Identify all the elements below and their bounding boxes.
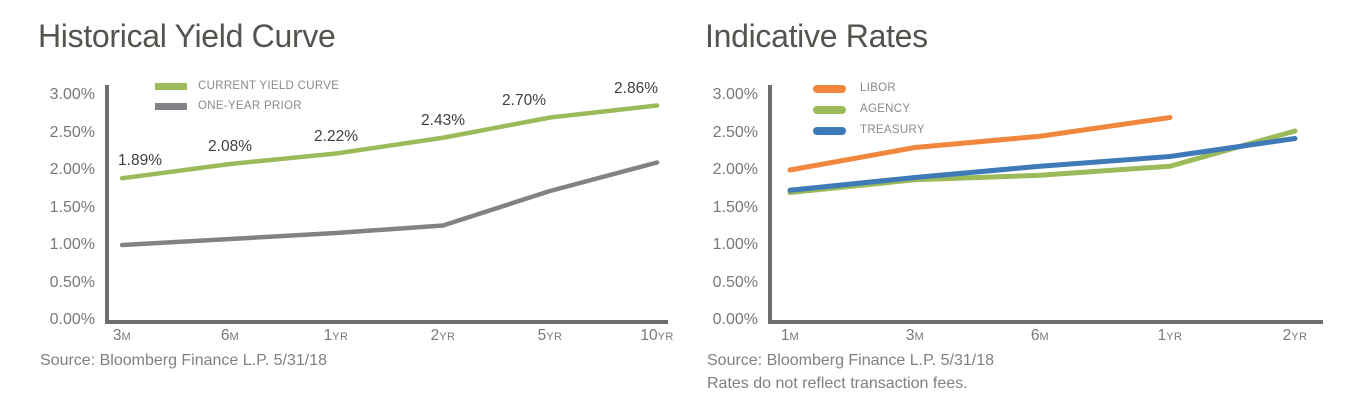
chart-title-indicative-rates: Indicative Rates xyxy=(705,18,928,54)
y-tick-label: 3.00% xyxy=(712,86,758,103)
x-tick-label: 6M xyxy=(221,327,239,345)
x-tick-number: 1 xyxy=(1157,327,1167,344)
footnote: Rates do not reflect transaction fees. xyxy=(707,375,968,392)
series-line-one-year-prior xyxy=(119,160,660,248)
x-axis-line xyxy=(105,320,668,324)
data-point-label: 1.89% xyxy=(118,152,162,170)
y-tick-label: 1.00% xyxy=(49,236,95,253)
line-plot-svg xyxy=(768,85,1323,324)
x-tick-unit: YR xyxy=(1166,331,1183,343)
x-tick-label: 10YR xyxy=(640,327,673,345)
x-tick-unit: YR xyxy=(657,331,674,343)
source-note: Source: Bloomberg Finance L.P. 5/31/18 xyxy=(707,352,994,369)
x-tick-number: 6 xyxy=(220,327,230,344)
y-tick-label: 1.50% xyxy=(712,198,758,216)
x-tick-unit: YR xyxy=(332,331,349,343)
legend-swatch-treasury xyxy=(813,127,846,135)
x-tick-unit: YR xyxy=(1291,331,1308,343)
legend-label-treasury: TREASURY xyxy=(860,124,925,136)
historical-yield-curve-chart: Historical Yield Curve 3.00% 2.50% 2.00% 1.… xyxy=(38,14,698,406)
x-tick-number: 1 xyxy=(780,327,790,344)
legend-swatch-current-yield-curve xyxy=(155,83,187,90)
x-tick-label: 6M xyxy=(1031,327,1049,345)
legend-label-one-year-prior: ONE-YEAR PRIOR xyxy=(198,99,302,112)
x-tick-unit: M xyxy=(229,331,240,343)
data-point-label: 2.70% xyxy=(502,91,546,109)
series-line-libor xyxy=(787,115,1173,173)
y-tick-label: 2.00% xyxy=(49,161,95,178)
x-tick-unit: M xyxy=(789,331,800,343)
legend-swatch-libor xyxy=(813,85,846,93)
y-tick-label: 0.00% xyxy=(49,311,95,328)
indicative-rates-plot-area: 3.00% 2.50% 2.00% 1.50% 1.00% 0.50% 0.00% 1M 3M 6… xyxy=(705,75,1360,344)
x-tick-label: 1YR xyxy=(324,327,349,345)
chart-title-historical-yield-curve: Historical Yield Curve xyxy=(38,18,336,54)
x-axis-line xyxy=(768,320,1323,324)
historical-yield-curve-plot-area: 3.00% 2.50% 2.00% 1.50% 1.00% 0.50% 0.00% 3M 6M 1… xyxy=(38,75,693,345)
x-tick-number: 6 xyxy=(1030,327,1040,344)
series-line-current-yield-curve xyxy=(119,103,660,181)
x-tick-number: 2 xyxy=(1282,327,1292,344)
legend-swatch-agency xyxy=(813,106,846,114)
legend-swatch-one-year-prior xyxy=(155,103,187,110)
x-tick-number: 10 xyxy=(640,327,658,344)
x-tick-label: 3M xyxy=(906,327,924,345)
y-tick-label: 0.50% xyxy=(712,273,758,291)
x-tick-number: 3 xyxy=(112,327,122,344)
x-tick-label: 3M xyxy=(113,327,131,345)
x-tick-number: 5 xyxy=(537,327,547,344)
line-plot-svg xyxy=(105,85,668,324)
y-axis-line xyxy=(768,85,772,324)
x-tick-unit: M xyxy=(1039,331,1050,343)
x-tick-label: 2YR xyxy=(1283,327,1308,345)
x-tick-unit: YR xyxy=(439,331,456,343)
data-point-label: 2.08% xyxy=(208,138,252,155)
y-tick-label: 2.00% xyxy=(712,161,758,178)
legend-label-libor: LIBOR xyxy=(860,82,897,94)
data-point-label: 2.22% xyxy=(314,127,358,145)
x-tick-number: 3 xyxy=(905,327,915,344)
legend-label-current-yield-curve: CURRENT YIELD CURVE xyxy=(198,79,340,92)
x-tick-unit: M xyxy=(121,331,132,343)
legend-label-agency: AGENCY xyxy=(860,103,911,115)
y-tick-label: 2.50% xyxy=(49,123,95,141)
y-tick-label: 3.00% xyxy=(49,86,95,103)
y-tick-label: 2.50% xyxy=(712,123,758,141)
y-tick-label: 1.00% xyxy=(712,236,758,253)
y-tick-label: 1.50% xyxy=(49,198,95,216)
x-tick-number: 1 xyxy=(323,327,333,344)
data-point-label: 2.86% xyxy=(614,79,658,97)
indicative-rates-chart: Indicative Rates 3.00% 2.50% 2.00% 1.50% 1.0… xyxy=(705,14,1364,406)
x-tick-unit: YR xyxy=(546,331,563,343)
x-tick-unit: M xyxy=(914,331,925,343)
x-tick-label: 5YR xyxy=(538,327,563,345)
y-tick-label: 0.50% xyxy=(49,273,95,291)
x-tick-label: 1YR xyxy=(1158,327,1183,345)
x-tick-label: 2YR xyxy=(431,327,456,345)
data-point-label: 2.43% xyxy=(421,111,465,129)
x-tick-label: 1M xyxy=(781,327,799,345)
series-line-treasury xyxy=(787,136,1298,193)
y-tick-label: 0.00% xyxy=(712,311,758,328)
y-axis-line xyxy=(105,85,109,324)
source-note: Source: Bloomberg Finance L.P. 5/31/18 xyxy=(40,352,327,369)
x-tick-number: 2 xyxy=(430,327,440,344)
